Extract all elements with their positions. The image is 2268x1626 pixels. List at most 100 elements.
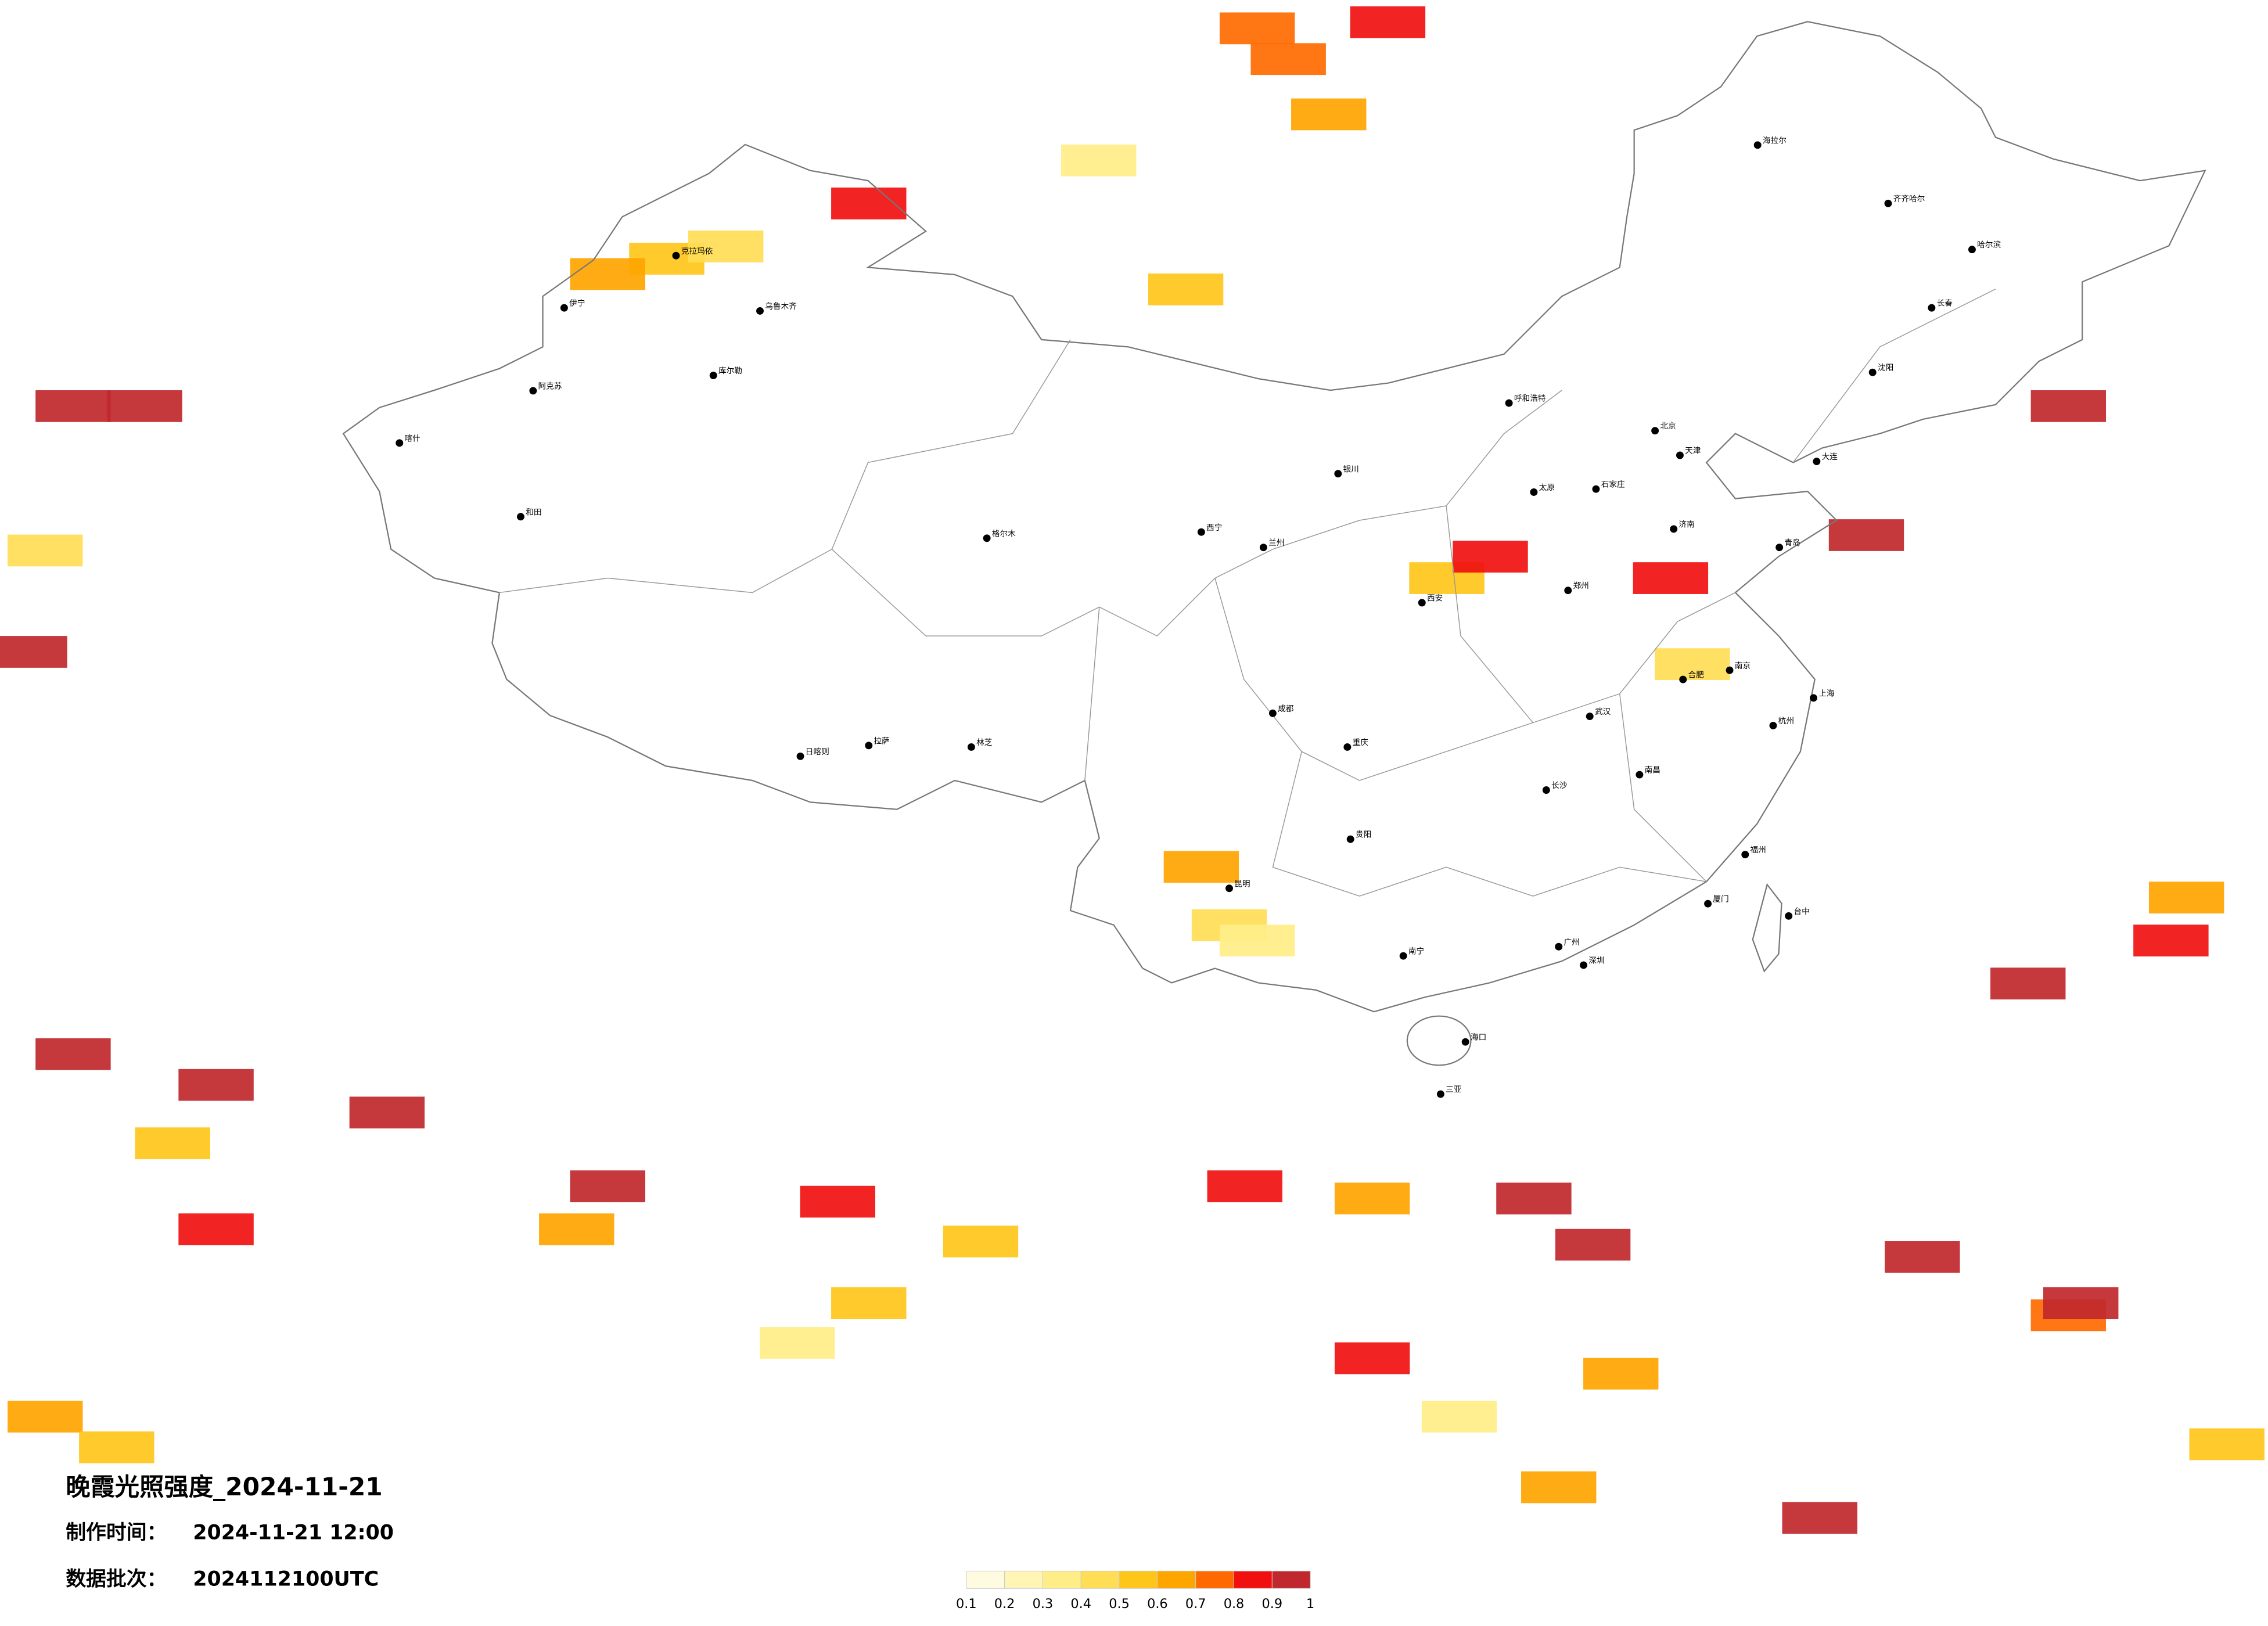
city-dot <box>1530 488 1538 496</box>
city-label: 呼和浩特 <box>1514 394 1546 404</box>
city-label: 西宁 <box>1206 523 1222 533</box>
intensity-patch <box>349 1096 425 1129</box>
intensity-patch <box>1555 1228 1631 1261</box>
city-label: 齐齐哈尔 <box>1893 195 1925 204</box>
city-label: 格尔木 <box>992 529 1016 538</box>
city-dot <box>1726 666 1734 674</box>
batch: 2024112100UTC <box>193 1567 379 1591</box>
intensity-patch <box>178 1069 254 1101</box>
intensity-patch <box>760 1327 835 1359</box>
city-dot <box>1542 786 1550 794</box>
city-dot <box>1785 912 1793 920</box>
city-label: 西安 <box>1427 593 1443 603</box>
colorbar-tick-label: 0.8 <box>1224 1596 1245 1611</box>
city-label: 和田 <box>526 508 541 517</box>
city-dot <box>1586 713 1594 721</box>
province-lines <box>499 289 1996 897</box>
intensity-patch <box>1583 1358 1659 1390</box>
city-dot <box>1225 884 1233 893</box>
city-label: 福州 <box>1751 846 1766 855</box>
made-time: 2024-11-21 12:00 <box>193 1521 394 1545</box>
city-label: 重庆 <box>1353 738 1369 747</box>
colorbar-tick-label: 0.5 <box>1109 1596 1130 1611</box>
city-dot <box>1636 771 1644 779</box>
intensity-patch <box>1061 144 1137 177</box>
city-dot <box>1461 1038 1469 1046</box>
city-label: 南宁 <box>1408 947 1424 956</box>
city-label: 深圳 <box>1588 956 1604 965</box>
colorbar-swatch <box>1195 1570 1235 1589</box>
city-dot <box>529 387 537 395</box>
intensity-patch <box>831 1287 907 1319</box>
made-label: 制作时间： <box>66 1521 167 1545</box>
city-dot <box>1651 427 1659 435</box>
city-label: 广州 <box>1563 938 1579 947</box>
city-dot <box>1399 952 1407 960</box>
colorbar-swatch <box>1119 1570 1158 1589</box>
city-label: 三亚 <box>1446 1085 1462 1095</box>
intensity-patch <box>1350 6 1426 38</box>
intensity-patch <box>1334 1342 1410 1375</box>
intensity-patch <box>1163 851 1239 883</box>
intensity-patch <box>2030 390 2107 422</box>
city-label: 北京 <box>1660 422 1676 431</box>
intensity-patch <box>107 390 182 422</box>
colorbar-swatch <box>1157 1570 1196 1589</box>
intensity-patch <box>1334 1182 1410 1215</box>
city-label: 克拉玛依 <box>681 247 713 256</box>
colorbar-tick-label: 0.6 <box>1147 1596 1168 1611</box>
city-dot <box>1868 368 1877 376</box>
city-label: 长沙 <box>1551 781 1568 790</box>
city-label: 伊宁 <box>569 298 585 308</box>
city-dot <box>1592 485 1600 493</box>
colorbar-tick-label: 0.1 <box>956 1596 977 1611</box>
intensity-patch <box>79 1431 154 1463</box>
colorbar-tick-label: 1 <box>1306 1596 1314 1611</box>
city-dot <box>1436 1090 1444 1098</box>
city-label: 南昌 <box>1645 766 1660 775</box>
city-label: 贵阳 <box>1356 830 1371 840</box>
city-label: 石家庄 <box>1601 480 1625 490</box>
intensity-patch <box>570 1170 646 1203</box>
city-dot <box>672 251 680 260</box>
city-dot <box>1343 743 1352 751</box>
city-label: 库尔勒 <box>718 366 742 376</box>
city-dot <box>1346 835 1354 843</box>
colorbar-tick-label: 0.9 <box>1262 1596 1283 1611</box>
intensity-patch <box>1219 12 1295 45</box>
city-dot <box>1813 458 1821 466</box>
city-label: 沈阳 <box>1878 364 1893 373</box>
city-label: 厦门 <box>1713 895 1728 904</box>
intensity-patch <box>2189 1428 2265 1460</box>
city-dot <box>1704 900 1712 908</box>
city-dot <box>967 743 975 751</box>
colorbar-swatch <box>1271 1570 1311 1589</box>
hainan-outline <box>1406 1015 1472 1066</box>
intensity-patch <box>1885 1241 1960 1273</box>
intensity-patch <box>800 1185 875 1218</box>
intensity-patch <box>1655 648 1730 681</box>
city-label: 兰州 <box>1268 538 1284 548</box>
city-label: 长春 <box>1937 299 1953 308</box>
intensity-patch <box>1633 562 1709 594</box>
city-dot <box>1968 246 1976 254</box>
city-dot <box>1741 851 1749 859</box>
intensity-patch <box>8 1401 83 1433</box>
intensity-patch <box>570 258 646 290</box>
intensity-patch <box>135 1127 210 1160</box>
intensity-patch <box>1421 1401 1497 1433</box>
colorbar-swatch <box>1042 1570 1081 1589</box>
colorbar-tick-label: 0.3 <box>1033 1596 1054 1611</box>
city-dot <box>983 534 991 542</box>
intensity-patch <box>1782 1502 1857 1534</box>
city-label: 乌鲁木齐 <box>765 302 797 311</box>
city-dot <box>1555 942 1563 951</box>
city-label: 上海 <box>1818 689 1835 698</box>
intensity-patch <box>1521 1471 1597 1503</box>
colorbar-tick-label: 0.4 <box>1070 1596 1091 1611</box>
colorbar-swatch <box>1080 1570 1120 1589</box>
